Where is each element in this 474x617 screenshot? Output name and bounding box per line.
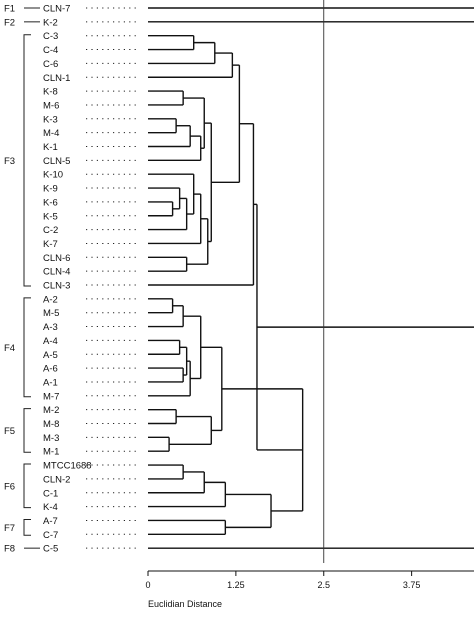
leaf-label: C-6 <box>43 59 58 70</box>
leaf-label: M-8 <box>43 419 59 430</box>
leaf-label: A-2 <box>43 294 58 305</box>
group-label: F6 <box>4 481 15 492</box>
group-label: F7 <box>4 523 15 534</box>
group-label: F8 <box>4 544 15 555</box>
leaf-label: CLN-1 <box>43 73 70 84</box>
group-bracket <box>23 518 31 536</box>
leaf-label: CLN-4 <box>43 267 70 278</box>
group-bracket <box>23 408 31 453</box>
group-label: F1 <box>4 4 15 15</box>
leaf-label: M-7 <box>43 391 59 402</box>
leaf-label: A-3 <box>43 322 58 333</box>
group-brackets: F1 F2 F3 F4 F5 F6 F7 F8 <box>4 4 40 555</box>
leaf-label: M-6 <box>43 100 59 111</box>
group-bracket <box>23 463 31 509</box>
leaf-label: CLN-3 <box>43 281 70 292</box>
leaf-label: C-5 <box>43 544 58 555</box>
tree-branches <box>148 0 474 563</box>
leaf-label: K-7 <box>43 239 58 250</box>
leaf-label: M-4 <box>43 128 59 139</box>
leaf-label: M-2 <box>43 405 59 416</box>
axis-tick-label: 1.25 <box>227 580 245 590</box>
leaf-label: M-5 <box>43 308 59 319</box>
group-label: F3 <box>4 156 15 167</box>
leaf-label: C-7 <box>43 530 58 541</box>
leaf-label: A-7 <box>43 516 58 527</box>
leaf-label: CLN-5 <box>43 156 70 167</box>
leaf-label: K-2 <box>43 17 58 28</box>
leaf-label: M-3 <box>43 433 59 444</box>
leaf-labels: CLN-7 K-2 C-3 C-4 C-6 CLN-1 K-8 M-6 K-3 M-4 K-1 CLN… <box>43 4 140 555</box>
leaf-label: K-10 <box>43 170 63 181</box>
leaf-label: A-5 <box>43 350 58 361</box>
leaf-label: K-4 <box>43 502 58 513</box>
leaf-label: M-1 <box>43 447 59 458</box>
group-label: F5 <box>4 426 15 437</box>
leaf-label: MTCC1688 <box>43 461 92 472</box>
axis-title: Euclidian Distance <box>148 599 222 609</box>
leaf-label: A-6 <box>43 364 58 375</box>
leaf-label: K-3 <box>43 114 58 125</box>
leaf-label: CLN-2 <box>43 474 70 485</box>
leaf-label: CLN-6 <box>43 253 70 264</box>
leaf-label: K-8 <box>43 87 58 98</box>
leaf-label: K-1 <box>43 142 58 153</box>
group-label: F2 <box>4 17 15 28</box>
leaf-label: K-6 <box>43 197 58 208</box>
leaf-label: C-4 <box>43 45 58 56</box>
group-bracket <box>23 34 31 287</box>
leaf-label: K-5 <box>43 211 58 222</box>
leaf-label: K-9 <box>43 184 58 195</box>
leaf-label: A-4 <box>43 336 58 347</box>
axis-tick-label: 3.75 <box>403 580 421 590</box>
leaf-label: CLN-7 <box>43 4 70 15</box>
group-label: F4 <box>4 343 15 354</box>
leaf-label: C-3 <box>43 31 58 42</box>
leaf-label: C-2 <box>43 225 58 236</box>
leaf-label: A-1 <box>43 377 58 388</box>
axis-tick-label: 2.5 <box>317 580 330 590</box>
group-bracket <box>23 297 31 398</box>
leaf-label: C-1 <box>43 488 58 499</box>
axis-tick-label: 0 <box>145 580 150 590</box>
